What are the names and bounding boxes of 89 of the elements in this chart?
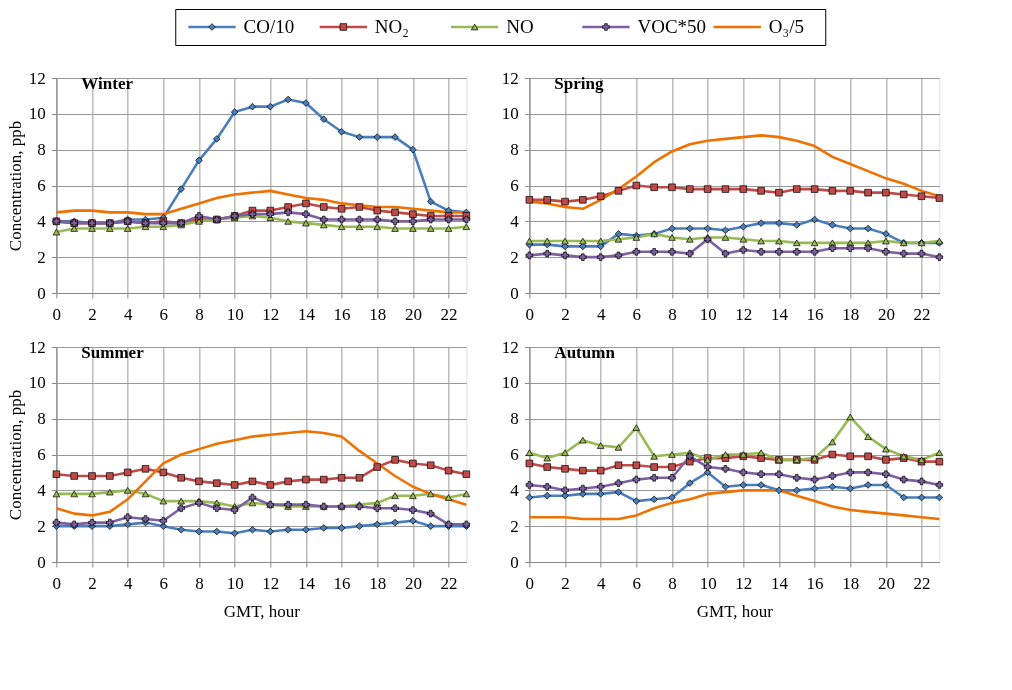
y-tick-label: 12 bbox=[501, 337, 519, 357]
x-tick-label: 22 bbox=[440, 573, 458, 593]
x-tick-label: 22 bbox=[913, 573, 931, 593]
x-tick-label: 18 bbox=[842, 304, 860, 324]
x-tick-label: 12 bbox=[735, 573, 753, 593]
x-tick-label: 2 bbox=[561, 573, 570, 593]
x-tick-label: 4 bbox=[596, 573, 606, 593]
x-axis-title: GMT, hour bbox=[696, 601, 774, 621]
x-tick-label: 14 bbox=[297, 304, 316, 324]
legend-label: NO bbox=[506, 16, 534, 37]
x-tick-label: 10 bbox=[699, 573, 717, 593]
y-tick-label: 8 bbox=[37, 140, 46, 160]
x-tick-label: 2 bbox=[561, 304, 570, 324]
y-tick-label: 8 bbox=[37, 409, 46, 429]
x-tick-label: 0 bbox=[525, 304, 535, 324]
x-tick-label: 18 bbox=[842, 573, 860, 593]
y-tick-label: 2 bbox=[510, 516, 519, 536]
y-tick-label: 10 bbox=[28, 373, 46, 393]
y-tick-label: 10 bbox=[28, 104, 46, 124]
x-tick-label: 10 bbox=[226, 304, 244, 324]
x-tick-label: 14 bbox=[770, 573, 789, 593]
x-tick-label: 10 bbox=[226, 573, 244, 593]
y-tick-label: 0 bbox=[37, 552, 46, 572]
x-tick-label: 20 bbox=[404, 573, 422, 593]
x-tick-label: 22 bbox=[440, 304, 458, 324]
x-tick-label: 0 bbox=[52, 304, 62, 324]
x-tick-label: 2 bbox=[88, 573, 97, 593]
y-tick-label: 12 bbox=[28, 68, 46, 88]
y-tick-label: 6 bbox=[510, 176, 519, 195]
y-tick-label: 8 bbox=[510, 409, 519, 429]
x-tick-label: 18 bbox=[369, 304, 387, 324]
x-tick-label: 12 bbox=[262, 304, 280, 324]
chart-title: Winter bbox=[81, 74, 134, 93]
x-tick-label: 8 bbox=[195, 304, 204, 324]
y-tick-label: 10 bbox=[501, 373, 519, 393]
y-tick-label: 8 bbox=[510, 140, 519, 160]
chart-title: Spring bbox=[554, 74, 605, 93]
x-tick-label: 4 bbox=[596, 304, 606, 324]
y-tick-label: 12 bbox=[28, 337, 46, 357]
x-tick-label: 16 bbox=[333, 304, 351, 324]
x-tick-label: 6 bbox=[159, 573, 169, 593]
x-tick-label: 18 bbox=[369, 573, 387, 593]
x-tick-label: 22 bbox=[913, 304, 931, 324]
x-tick-label: 6 bbox=[159, 304, 169, 324]
x-tick-label: 12 bbox=[262, 573, 280, 593]
y-tick-label: 4 bbox=[510, 480, 520, 500]
legend-label: O₃/5 bbox=[768, 16, 804, 37]
x-tick-label: 2 bbox=[88, 304, 97, 324]
y-tick-label: 2 bbox=[37, 247, 46, 267]
x-tick-label: 8 bbox=[668, 304, 677, 324]
legend-label: NO₂ bbox=[374, 16, 409, 37]
x-axis-title: GMT, hour bbox=[223, 601, 301, 621]
x-tick-label: 4 bbox=[123, 573, 133, 593]
y-tick-label: 6 bbox=[37, 176, 46, 195]
x-tick-label: 8 bbox=[668, 573, 677, 593]
y-tick-label: 6 bbox=[510, 445, 519, 464]
chart-title: Autumn bbox=[554, 343, 616, 362]
y-tick-label: 0 bbox=[510, 283, 519, 303]
chart-title: Summer bbox=[81, 343, 145, 362]
x-tick-label: 16 bbox=[333, 573, 351, 593]
x-tick-label: 12 bbox=[735, 304, 753, 324]
x-tick-label: 0 bbox=[525, 573, 535, 593]
x-tick-label: 4 bbox=[123, 304, 133, 324]
y-tick-label: 6 bbox=[37, 445, 46, 464]
y-axis-title: Concentration, ppb bbox=[5, 389, 25, 521]
legend-label: VOC*50 bbox=[637, 16, 707, 37]
y-tick-label: 4 bbox=[37, 211, 47, 231]
x-tick-label: 20 bbox=[404, 304, 422, 324]
x-tick-label: 14 bbox=[770, 304, 789, 324]
x-tick-label: 10 bbox=[699, 304, 717, 324]
x-tick-label: 16 bbox=[806, 573, 824, 593]
y-tick-label: 2 bbox=[510, 247, 519, 267]
y-tick-label: 4 bbox=[510, 211, 520, 231]
x-tick-label: 6 bbox=[632, 304, 642, 324]
x-tick-label: 16 bbox=[806, 304, 824, 324]
y-tick-label: 4 bbox=[37, 480, 47, 500]
y-tick-label: 10 bbox=[501, 104, 519, 124]
y-tick-label: 0 bbox=[510, 552, 519, 572]
y-tick-label: 12 bbox=[501, 68, 519, 88]
y-axis-title: Concentration, ppb bbox=[5, 120, 25, 252]
legend-label: CO/10 bbox=[243, 16, 295, 37]
y-tick-label: 0 bbox=[37, 283, 46, 303]
x-tick-label: 20 bbox=[877, 304, 895, 324]
y-tick-label: 2 bbox=[37, 516, 46, 536]
x-tick-label: 20 bbox=[877, 573, 895, 593]
x-tick-label: 8 bbox=[195, 573, 204, 593]
x-tick-label: 6 bbox=[632, 573, 642, 593]
x-tick-label: 0 bbox=[52, 573, 62, 593]
x-tick-label: 14 bbox=[297, 573, 316, 593]
